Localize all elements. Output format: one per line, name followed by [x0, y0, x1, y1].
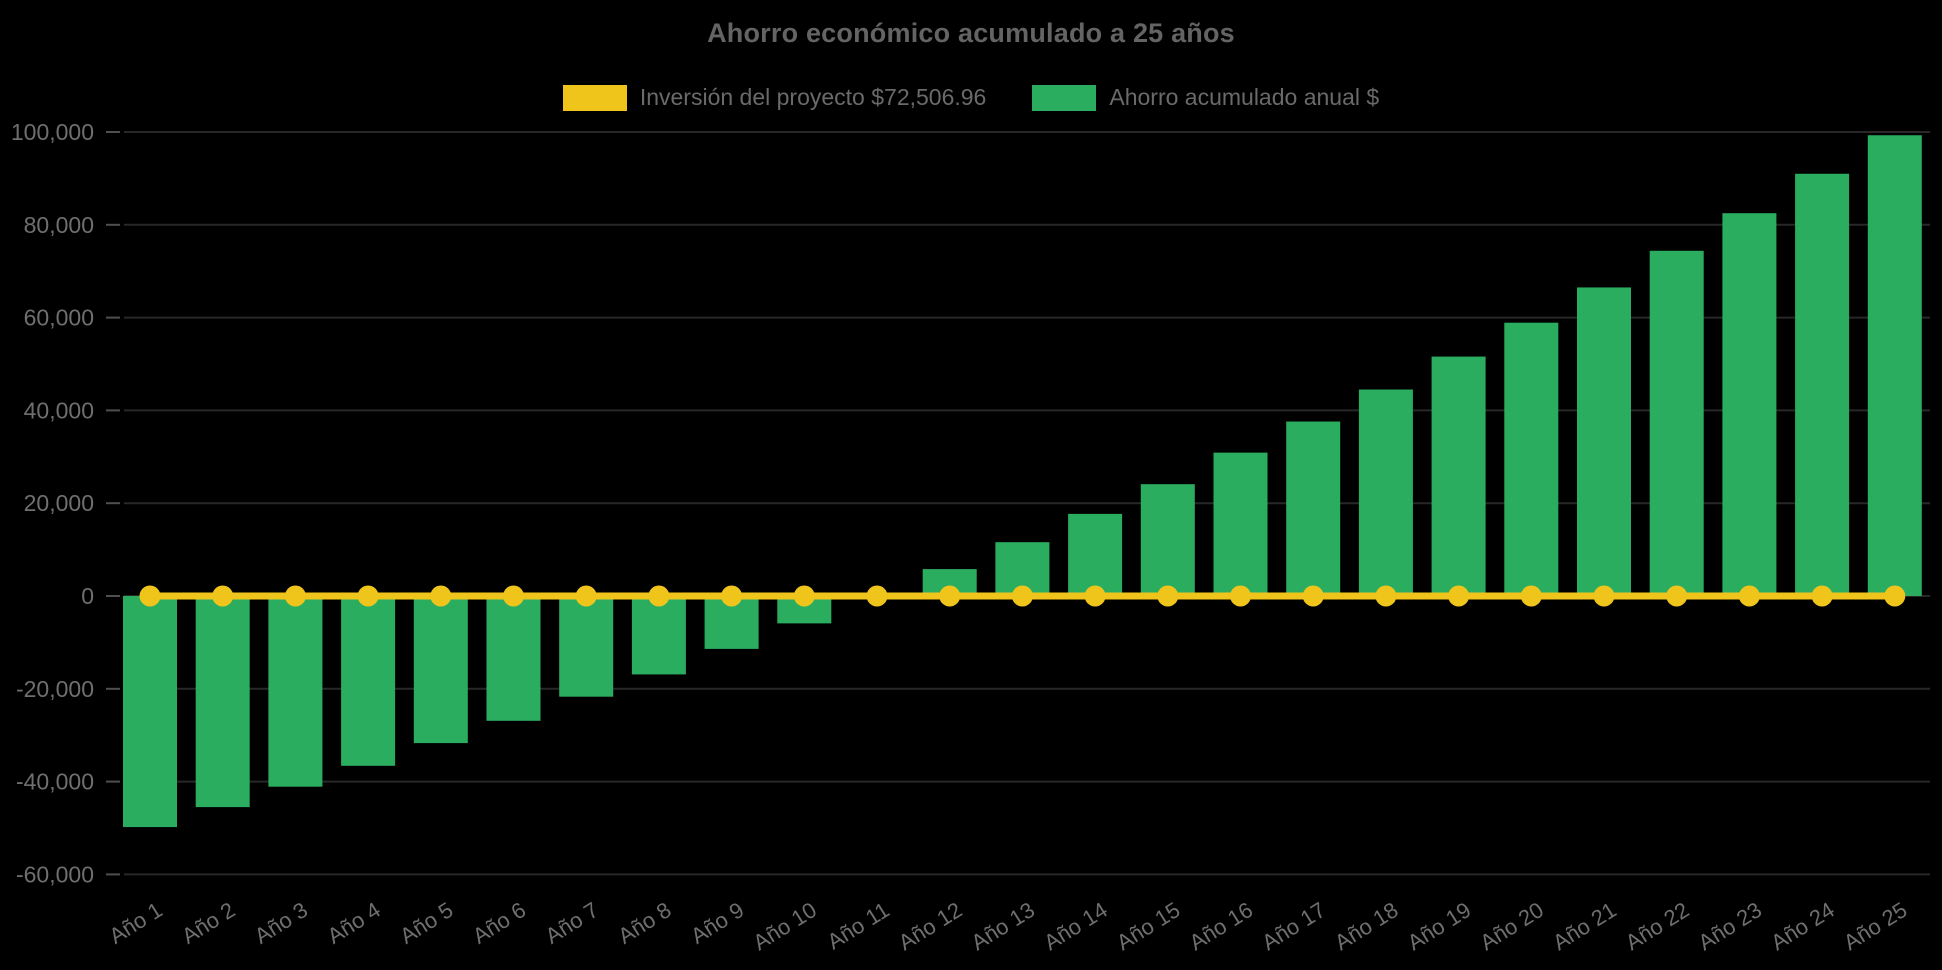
y-tick-label-0: 0: [81, 583, 94, 609]
x-label-ano-11: Año 11: [823, 897, 894, 954]
bar-ano-19[interactable]: [1431, 356, 1486, 596]
legend-swatch-savings-icon: [1032, 84, 1097, 111]
bar-ano-25[interactable]: [1867, 135, 1922, 597]
bar-ano-20[interactable]: [1504, 322, 1559, 596]
x-label-ano-2: Año 2: [177, 897, 239, 949]
y-tick-label--40000: -40,000: [16, 769, 94, 795]
bar-ano-1[interactable]: [123, 596, 177, 828]
investment-point-ano-1[interactable]: [139, 585, 161, 607]
investment-point-ano-6[interactable]: [503, 585, 524, 607]
bar-ano-24[interactable]: [1795, 173, 1850, 596]
bar-ano-17[interactable]: [1286, 421, 1341, 596]
y-tick-label-80000: 80,000: [24, 212, 94, 238]
x-label-ano-19: Año 19: [1403, 897, 1475, 955]
investment-point-ano-11[interactable]: [866, 585, 888, 607]
x-label-ano-25: Año 25: [1839, 897, 1911, 955]
x-label-ano-1: Año 1: [105, 897, 167, 949]
legend-item-savings[interactable]: Ahorro acumulado anual $: [1032, 84, 1379, 111]
investment-point-ano-12[interactable]: [939, 585, 961, 607]
x-label-ano-14: Año 14: [1039, 897, 1111, 955]
bar-ano-4[interactable]: [341, 596, 396, 766]
legend-item-investment[interactable]: Inversión del proyecto $72,506.96: [562, 84, 987, 111]
investment-point-ano-9[interactable]: [721, 585, 743, 607]
investment-point-ano-14[interactable]: [1084, 585, 1106, 607]
investment-point-ano-21[interactable]: [1593, 585, 1615, 607]
y-tick-label-60000: 60,000: [24, 305, 94, 331]
investment-point-ano-24[interactable]: [1811, 585, 1833, 607]
x-label-ano-15: Año 15: [1112, 897, 1184, 955]
investment-point-ano-17[interactable]: [1302, 585, 1324, 607]
investment-point-ano-18[interactable]: [1375, 585, 1397, 607]
x-label-ano-12: Año 12: [894, 897, 966, 955]
investment-point-ano-23[interactable]: [1738, 585, 1760, 607]
x-label-ano-17: Año 17: [1257, 897, 1329, 955]
bar-ano-16[interactable]: [1213, 452, 1268, 596]
investment-point-ano-7[interactable]: [575, 585, 597, 607]
y-tick-label-40000: 40,000: [24, 397, 94, 423]
bar-ano-6[interactable]: [486, 596, 541, 721]
bar-ano-21[interactable]: [1577, 287, 1631, 596]
y-tick-label--20000: -20,000: [16, 676, 94, 702]
bar-ano-22[interactable]: [1649, 250, 1704, 596]
x-label-ano-13: Año 13: [967, 897, 1039, 955]
investment-point-ano-19[interactable]: [1448, 585, 1470, 607]
y-tick-label-20000: 20,000: [24, 490, 94, 516]
investment-point-ano-15[interactable]: [1157, 585, 1179, 607]
investment-point-ano-2[interactable]: [212, 585, 234, 607]
investment-point-ano-5[interactable]: [430, 585, 452, 607]
x-label-ano-3: Año 3: [250, 897, 312, 949]
bar-ano-7[interactable]: [559, 596, 614, 697]
investment-point-ano-10[interactable]: [793, 585, 815, 607]
bar-ano-14[interactable]: [1068, 513, 1123, 596]
investment-point-ano-3[interactable]: [284, 585, 306, 607]
x-label-ano-4: Año 4: [323, 897, 385, 949]
legend: Inversión del proyecto $72,506.96 Ahorro…: [0, 84, 1942, 111]
legend-swatch-investment-icon: [562, 84, 627, 111]
investment-point-ano-22[interactable]: [1666, 585, 1688, 607]
legend-label-savings: Ahorro acumulado anual $: [1109, 84, 1380, 110]
legend-label-investment: Inversión del proyecto $72,506.96: [639, 84, 987, 110]
investment-point-ano-25[interactable]: [1884, 585, 1906, 607]
x-label-ano-10: Año 10: [749, 897, 821, 955]
chart-title: Ahorro económico acumulado a 25 años: [707, 18, 1235, 48]
y-tick-label--60000: -60,000: [16, 861, 94, 887]
bar-ano-5[interactable]: [413, 596, 468, 744]
bar-ano-8[interactable]: [631, 596, 686, 675]
x-label-ano-8: Año 8: [614, 897, 676, 949]
x-label-ano-16: Año 16: [1185, 897, 1257, 955]
y-tick-label-100000: 100,000: [11, 119, 94, 145]
investment-point-ano-8[interactable]: [648, 585, 670, 607]
x-label-ano-7: Año 7: [541, 897, 603, 949]
bar-ano-18[interactable]: [1358, 389, 1413, 596]
x-label-ano-23: Año 23: [1694, 897, 1766, 955]
bar-ano-2[interactable]: [195, 596, 250, 808]
x-label-ano-24: Año 24: [1766, 897, 1838, 955]
investment-point-ano-13[interactable]: [1011, 585, 1033, 607]
x-label-ano-6: Año 6: [468, 897, 530, 949]
bar-ano-15[interactable]: [1140, 484, 1195, 596]
x-label-ano-20: Año 20: [1476, 897, 1548, 955]
bar-ano-23[interactable]: [1722, 213, 1777, 596]
x-label-ano-21: Año 21: [1548, 897, 1620, 955]
x-label-ano-18: Año 18: [1330, 897, 1402, 955]
x-label-ano-22: Año 22: [1621, 897, 1693, 955]
investment-point-ano-20[interactable]: [1520, 585, 1542, 607]
investment-point-ano-16[interactable]: [1230, 585, 1251, 607]
bar-ano-3[interactable]: [268, 596, 323, 787]
investment-point-ano-4[interactable]: [357, 585, 379, 607]
x-label-ano-9: Año 9: [686, 897, 748, 949]
x-label-ano-5: Año 5: [395, 897, 457, 949]
